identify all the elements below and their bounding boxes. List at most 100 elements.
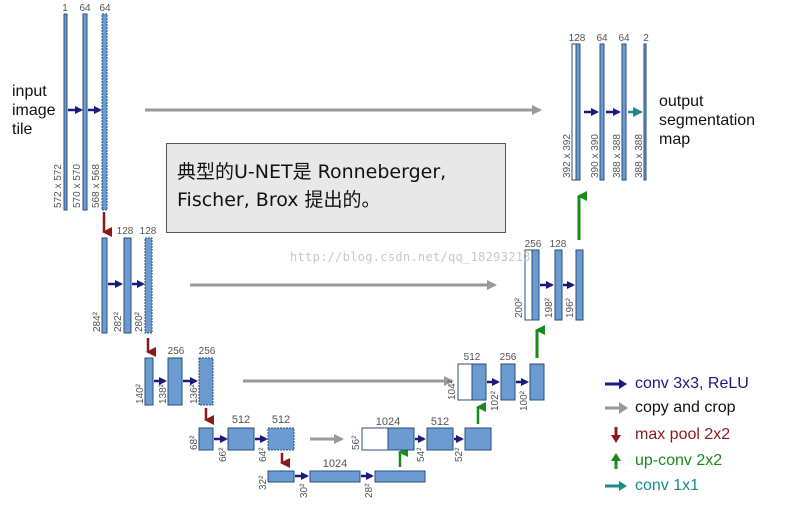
fmap-enc2-pool bbox=[101, 237, 108, 334]
size-enc1-1: 572 x 572 bbox=[53, 164, 64, 208]
output-label-line: segmentation bbox=[659, 112, 756, 129]
input-label: input image tile bbox=[12, 82, 56, 139]
channels-dec4-2: 512 bbox=[431, 416, 449, 428]
fmap-enc3-conv2 bbox=[198, 357, 214, 406]
legend-conv: conv 3x3, ReLU bbox=[603, 373, 749, 395]
size-dec4-1: 56² bbox=[351, 435, 362, 450]
fmap-dec3-conv2 bbox=[529, 363, 545, 401]
fmap-dec4-conv1 bbox=[426, 427, 454, 451]
size-enc3-1: 140² bbox=[135, 383, 146, 404]
channels-enc1-2: 64 bbox=[79, 3, 91, 14]
arrow-down-icon bbox=[611, 427, 621, 443]
fmap-dec1-up bbox=[575, 43, 581, 181]
watermark: http://blog.csdn.net/qq_18293213 bbox=[290, 250, 531, 264]
legend-conv1x1: conv 1x1 bbox=[603, 475, 699, 497]
channels-enc1-3: 64 bbox=[99, 3, 111, 14]
size-dec1-1: 392 x 392 bbox=[562, 134, 573, 178]
legend-upconv: up-conv 2x2 bbox=[603, 450, 722, 472]
size-bottleneck-1: 32² bbox=[258, 475, 269, 490]
channels-dec1-1: 128 bbox=[569, 33, 586, 44]
fmap-bottleneck-pool bbox=[267, 470, 295, 483]
size-dec3-1: 104² bbox=[447, 379, 458, 400]
channels-output: 2 bbox=[643, 33, 649, 44]
fmap-enc1-conv2 bbox=[101, 13, 108, 211]
size-bottleneck-3: 28² bbox=[364, 483, 375, 498]
size-dec4-2: 54² bbox=[416, 447, 427, 462]
input-label-line: image bbox=[12, 102, 56, 119]
fmap-dec4-crop bbox=[361, 427, 389, 451]
channels-enc4-2: 512 bbox=[272, 414, 290, 426]
output-label-line: map bbox=[659, 131, 691, 148]
size-enc4-3: 64² bbox=[258, 447, 269, 462]
fmap-enc3-pool bbox=[144, 357, 154, 406]
legend-label: copy and crop bbox=[635, 399, 736, 416]
size-dec1-3: 388 x 388 bbox=[612, 134, 623, 178]
fmap-enc4-conv2 bbox=[267, 427, 295, 451]
fmap-enc3-conv1 bbox=[167, 357, 183, 406]
channels-dec1-3: 64 bbox=[618, 33, 630, 44]
legend-copy-crop: copy and crop bbox=[603, 397, 736, 419]
fmap-enc4-conv1 bbox=[227, 427, 255, 451]
legend-label: max pool 2x2 bbox=[635, 426, 731, 443]
size-enc3-3: 136² bbox=[189, 383, 200, 404]
arrow-right-icon bbox=[605, 481, 627, 491]
channels-dec3-2: 256 bbox=[500, 352, 517, 363]
channels-enc2-1: 128 bbox=[117, 226, 134, 237]
input-label-line: input bbox=[12, 83, 47, 100]
channels-enc2-2: 128 bbox=[140, 226, 157, 237]
fmap-enc1-conv1 bbox=[82, 13, 88, 211]
fmap-bottleneck-conv2 bbox=[374, 470, 426, 483]
channels-enc3-2: 256 bbox=[199, 346, 216, 357]
legend-label: conv 3x3, ReLU bbox=[635, 375, 749, 392]
fmap-enc1-input bbox=[63, 13, 68, 211]
fmap-dec4-up bbox=[387, 427, 415, 451]
size-bottleneck-2: 30² bbox=[299, 483, 310, 498]
size-dec3-3: 100² bbox=[519, 390, 530, 411]
caption-box: 典型的U-NET是 Ronneberger, Fischer, Brox 提出的… bbox=[166, 143, 506, 233]
size-enc3-2: 138² bbox=[158, 383, 169, 404]
channels-dec2-1: 256 bbox=[525, 239, 542, 250]
output-label-line: output bbox=[659, 93, 704, 110]
fmap-enc2-conv2 bbox=[144, 237, 153, 334]
arrow-up-icon bbox=[611, 453, 621, 469]
size-dec2-3: 196² bbox=[565, 297, 576, 318]
input-label-line: tile bbox=[12, 121, 33, 138]
channels-dec3-1: 512 bbox=[464, 352, 481, 363]
size-enc4-1: 68² bbox=[189, 435, 200, 450]
size-output: 388 x 388 bbox=[634, 134, 645, 178]
fmap-dec2-conv2 bbox=[575, 249, 584, 321]
channels-dec1-2: 64 bbox=[596, 33, 608, 44]
fmap-dec1-conv1 bbox=[599, 43, 605, 181]
fmap-output bbox=[643, 43, 647, 181]
size-dec4-3: 52² bbox=[454, 447, 465, 462]
output-label: output segmentation map bbox=[659, 92, 755, 149]
channels-enc3-1: 256 bbox=[168, 346, 185, 357]
arrow-right-icon bbox=[605, 379, 627, 389]
fmap-enc2-conv1 bbox=[123, 237, 132, 334]
channels-enc1-1: 1 bbox=[62, 3, 68, 14]
size-enc2-1: 284² bbox=[92, 311, 103, 332]
size-dec3-2: 102² bbox=[490, 390, 501, 411]
channels-bottleneck: 1024 bbox=[323, 458, 347, 470]
arrow-right-icon bbox=[605, 402, 628, 414]
fmap-bottleneck-conv1 bbox=[309, 470, 361, 483]
size-enc4-2: 66² bbox=[218, 447, 229, 462]
fmap-dec2-conv1 bbox=[554, 249, 563, 321]
fmap-dec1-conv2 bbox=[621, 43, 627, 181]
legend-label: conv 1x1 bbox=[635, 477, 700, 494]
fmap-dec4-conv2 bbox=[464, 427, 492, 451]
fmap-dec3-up bbox=[471, 363, 487, 401]
size-enc1-2: 570 x 570 bbox=[72, 164, 83, 208]
channels-dec2-2: 128 bbox=[550, 239, 567, 250]
caption-line-2: Fischer, Brox 提出的。 bbox=[177, 189, 381, 211]
channels-enc4-1: 512 bbox=[232, 414, 250, 426]
fmap-dec3-crop bbox=[457, 363, 473, 401]
size-dec1-2: 390 x 390 bbox=[590, 134, 601, 178]
size-dec2-2: 198² bbox=[544, 297, 555, 318]
size-enc2-2: 282² bbox=[113, 311, 124, 332]
channels-dec4-1: 1024 bbox=[376, 416, 400, 428]
fmap-dec2-up bbox=[531, 249, 540, 321]
size-enc2-3: 280² bbox=[134, 311, 145, 332]
fmap-dec3-conv1 bbox=[500, 363, 516, 401]
